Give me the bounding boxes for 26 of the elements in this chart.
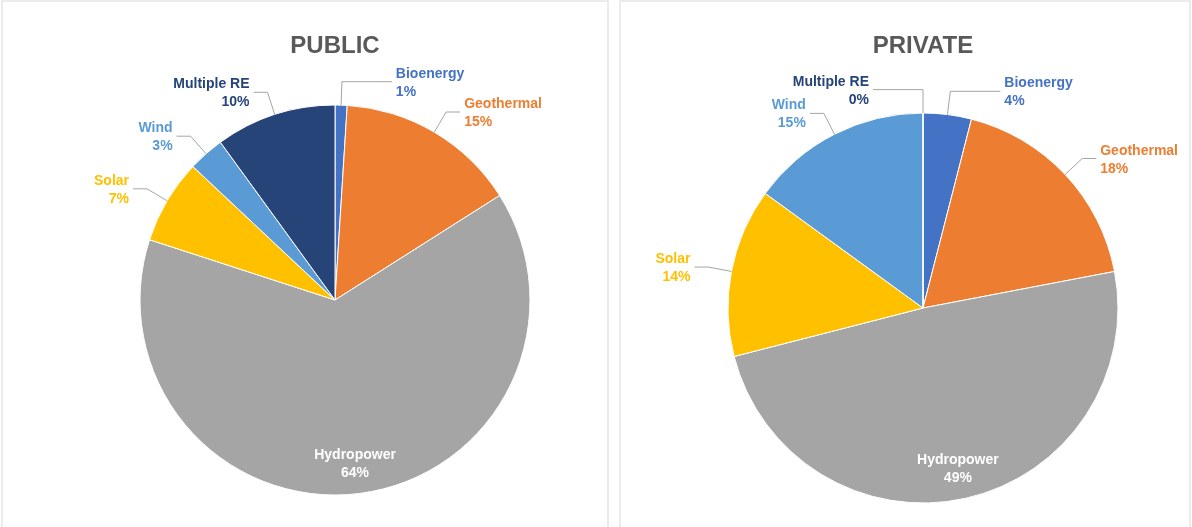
slice-label: Hydropower bbox=[917, 451, 1000, 468]
slice-label: Geothermal bbox=[464, 95, 542, 112]
data-label: 7% bbox=[108, 189, 130, 206]
data-label: 10% bbox=[221, 93, 251, 110]
slice-label: Wind bbox=[138, 119, 173, 136]
slice-label: Solar bbox=[94, 171, 130, 188]
category-label: Multiple RE bbox=[792, 72, 869, 89]
data-label: 4% bbox=[1004, 92, 1026, 109]
slice-label: Wind bbox=[771, 96, 806, 113]
data-label: 14% bbox=[662, 268, 692, 285]
slice-label: Geothermal bbox=[1100, 141, 1179, 158]
data-label: 49% bbox=[943, 469, 973, 486]
slice-label: Bioenergy bbox=[1004, 74, 1074, 91]
data-label: 64% bbox=[341, 463, 370, 480]
data-label: 15% bbox=[464, 113, 493, 130]
data-label: 18% bbox=[1100, 159, 1129, 176]
slice-label: Multiple RE bbox=[173, 75, 250, 92]
slice-label: Solar bbox=[655, 250, 692, 267]
slice-label: Hydropower bbox=[314, 445, 397, 462]
data-label: 1% bbox=[395, 82, 417, 99]
data-label: 3% bbox=[152, 137, 174, 154]
chart-title: PRIVATE bbox=[872, 31, 974, 58]
slice-label: Bioenergy bbox=[395, 64, 465, 81]
data-label: 15% bbox=[777, 114, 807, 131]
chart-title: PUBLIC bbox=[290, 31, 380, 58]
text: 0% bbox=[848, 90, 869, 107]
